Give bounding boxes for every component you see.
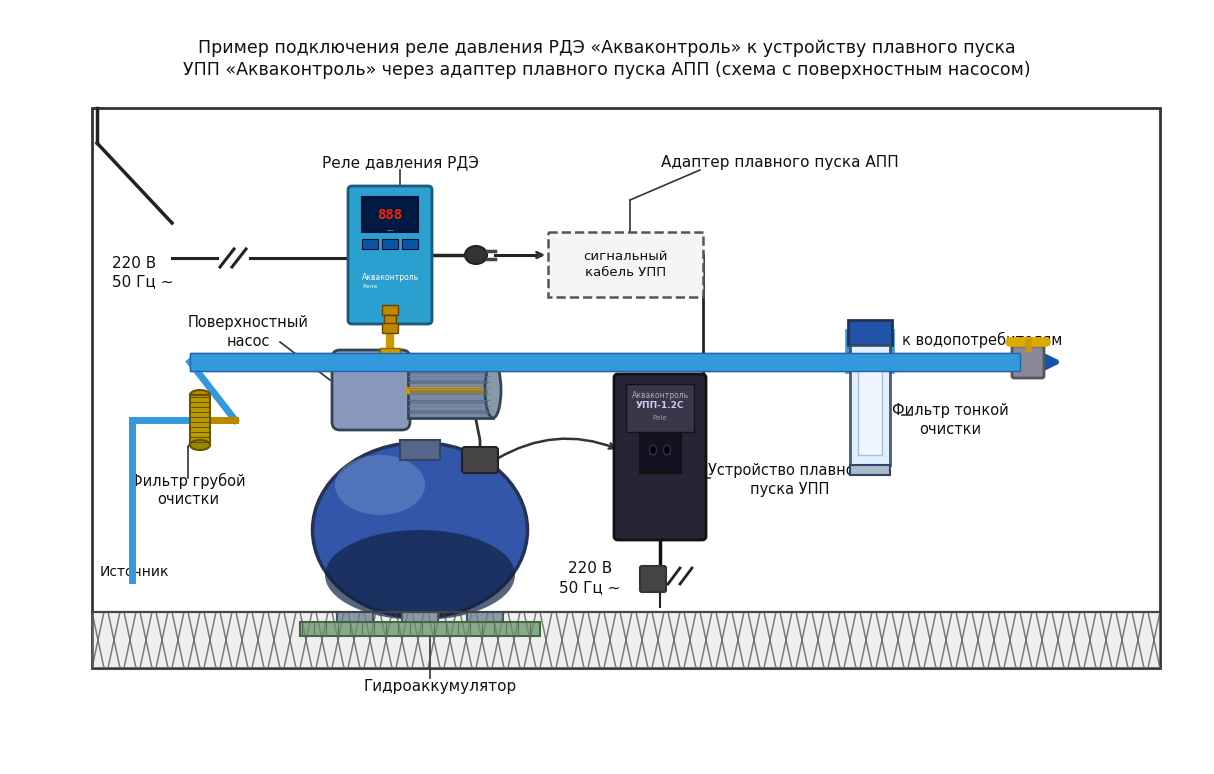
Bar [858, 355, 883, 455]
Bar [92, 612, 1161, 668]
Ellipse shape [191, 390, 210, 400]
Ellipse shape [664, 445, 670, 455]
Bar [191, 353, 1020, 371]
Text: Реле давления РДЭ: Реле давления РДЭ [322, 156, 478, 170]
Bar [362, 197, 418, 232]
Bar [410, 400, 488, 404]
Text: Поверхностный
насос: Поверхностный насос [187, 315, 308, 349]
Ellipse shape [335, 455, 425, 515]
FancyBboxPatch shape [463, 447, 498, 473]
Bar [362, 239, 378, 249]
Bar [382, 305, 398, 315]
Bar [337, 612, 373, 624]
Ellipse shape [312, 443, 528, 618]
Bar [467, 612, 503, 624]
Ellipse shape [649, 445, 657, 455]
Bar [626, 384, 694, 432]
Text: Гидроаккумулятор: Гидроаккумулятор [363, 679, 517, 694]
Bar [850, 345, 890, 465]
Text: Акваконтроль: Акваконтроль [631, 391, 688, 399]
Bar [300, 622, 540, 636]
Text: сигнальный
кабель УПП: сигнальный кабель УПП [583, 249, 668, 279]
Bar [402, 239, 418, 249]
Bar [640, 434, 680, 472]
Bar [382, 323, 398, 333]
Text: Фильтр тонкой
очистки: Фильтр тонкой очистки [891, 403, 1009, 437]
Text: УПП-1.2С: УПП-1.2С [636, 402, 685, 410]
Bar [92, 108, 1161, 668]
Bar [850, 465, 890, 475]
Text: Рele: Рele [653, 415, 668, 421]
Bar [402, 612, 438, 624]
Bar [410, 380, 488, 384]
Text: Адаптер плавного пуска АПП: Адаптер плавного пуска АПП [662, 156, 898, 170]
Bar [410, 410, 488, 414]
FancyBboxPatch shape [331, 350, 410, 430]
Bar [849, 320, 892, 345]
FancyBboxPatch shape [614, 374, 707, 540]
Text: Фильтр грубой
очистки: Фильтр грубой очистки [130, 473, 245, 508]
Bar [548, 232, 703, 297]
Bar [382, 239, 398, 249]
Bar [410, 390, 488, 394]
Bar [399, 440, 439, 460]
Text: 220 В
50 Гц ~: 220 В 50 Гц ~ [560, 561, 620, 594]
Ellipse shape [325, 530, 515, 620]
Text: к водопотребителям: к водопотребителям [902, 332, 1062, 348]
Bar [191, 395, 210, 445]
Ellipse shape [191, 440, 210, 450]
Text: ---: --- [386, 227, 393, 233]
Text: Реле: Реле [362, 285, 378, 289]
Text: 220 В
50 Гц ~: 220 В 50 Гц ~ [112, 256, 174, 289]
FancyBboxPatch shape [348, 186, 432, 324]
Text: УПП «Акваконтроль» через адаптер плавного пуска АПП (схема с поверхностным насос: УПП «Акваконтроль» через адаптер плавног… [183, 61, 1031, 79]
Bar [410, 370, 488, 374]
FancyBboxPatch shape [1012, 346, 1044, 378]
FancyBboxPatch shape [640, 566, 666, 592]
Text: Источник: Источник [100, 565, 170, 579]
Text: Устройство плавного
пуска УПП: Устройство плавного пуска УПП [709, 463, 872, 497]
Bar [384, 315, 396, 325]
Ellipse shape [486, 362, 501, 418]
Text: Пример подключения реле давления РДЭ «Акваконтроль» к устройству плавного пуска: Пример подключения реле давления РДЭ «Ак… [198, 39, 1016, 57]
Text: Акваконтроль: Акваконтроль [362, 272, 419, 282]
Bar [191, 353, 1020, 371]
Text: 888: 888 [378, 208, 403, 222]
Bar [408, 362, 493, 418]
Bar [380, 348, 399, 360]
Ellipse shape [465, 246, 487, 264]
